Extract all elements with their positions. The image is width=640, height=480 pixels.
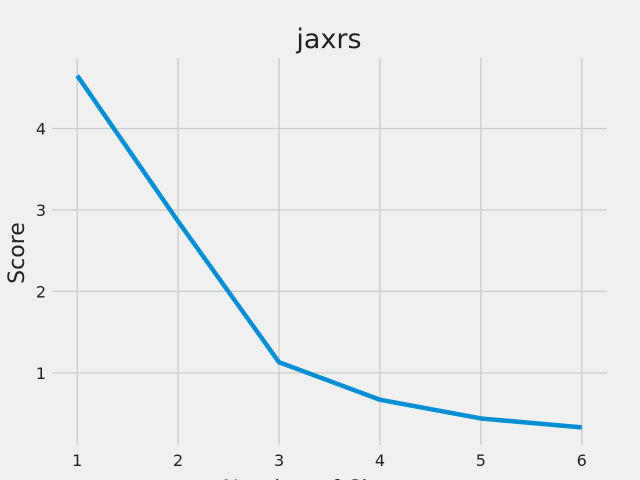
x-tick-label: 5 [476, 451, 486, 470]
chart-title: jaxrs [295, 24, 361, 55]
y-tick-label: 3 [36, 201, 46, 220]
y-tick-label: 4 [36, 120, 46, 139]
x-tick-label: 6 [577, 451, 587, 470]
y-tick-label: 1 [36, 364, 46, 383]
x-tick-label: 4 [375, 451, 385, 470]
x-axis-label: Number of Clusters [222, 477, 435, 480]
x-tick-label: 2 [173, 451, 183, 470]
y-axis-label: Score [5, 222, 30, 284]
line [75, 74, 582, 430]
y-tick-label: 2 [36, 282, 46, 301]
x-tick-label: 3 [274, 451, 284, 470]
x-tick-label: 1 [72, 451, 82, 470]
